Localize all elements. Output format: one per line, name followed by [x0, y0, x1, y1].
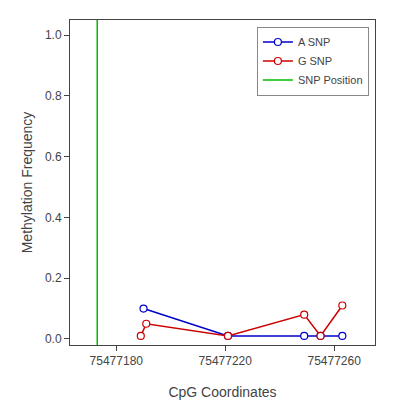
svg-text:0.6: 0.6: [45, 150, 62, 164]
svg-text:Methylation Frequency: Methylation Frequency: [19, 112, 35, 254]
svg-text:75477180: 75477180: [90, 354, 144, 368]
svg-text:G SNP: G SNP: [298, 55, 332, 67]
svg-text:1.0: 1.0: [45, 28, 62, 42]
svg-text:CpG Coordinates: CpG Coordinates: [168, 384, 276, 400]
svg-text:75477220: 75477220: [199, 354, 253, 368]
svg-text:0.4: 0.4: [45, 211, 62, 225]
svg-text:75477260: 75477260: [307, 354, 361, 368]
svg-text:0.8: 0.8: [45, 89, 62, 103]
svg-text:0.0: 0.0: [45, 332, 62, 346]
svg-text:0.2: 0.2: [45, 271, 62, 285]
svg-text:SNP Position: SNP Position: [298, 74, 363, 86]
svg-text:A SNP: A SNP: [298, 36, 330, 48]
